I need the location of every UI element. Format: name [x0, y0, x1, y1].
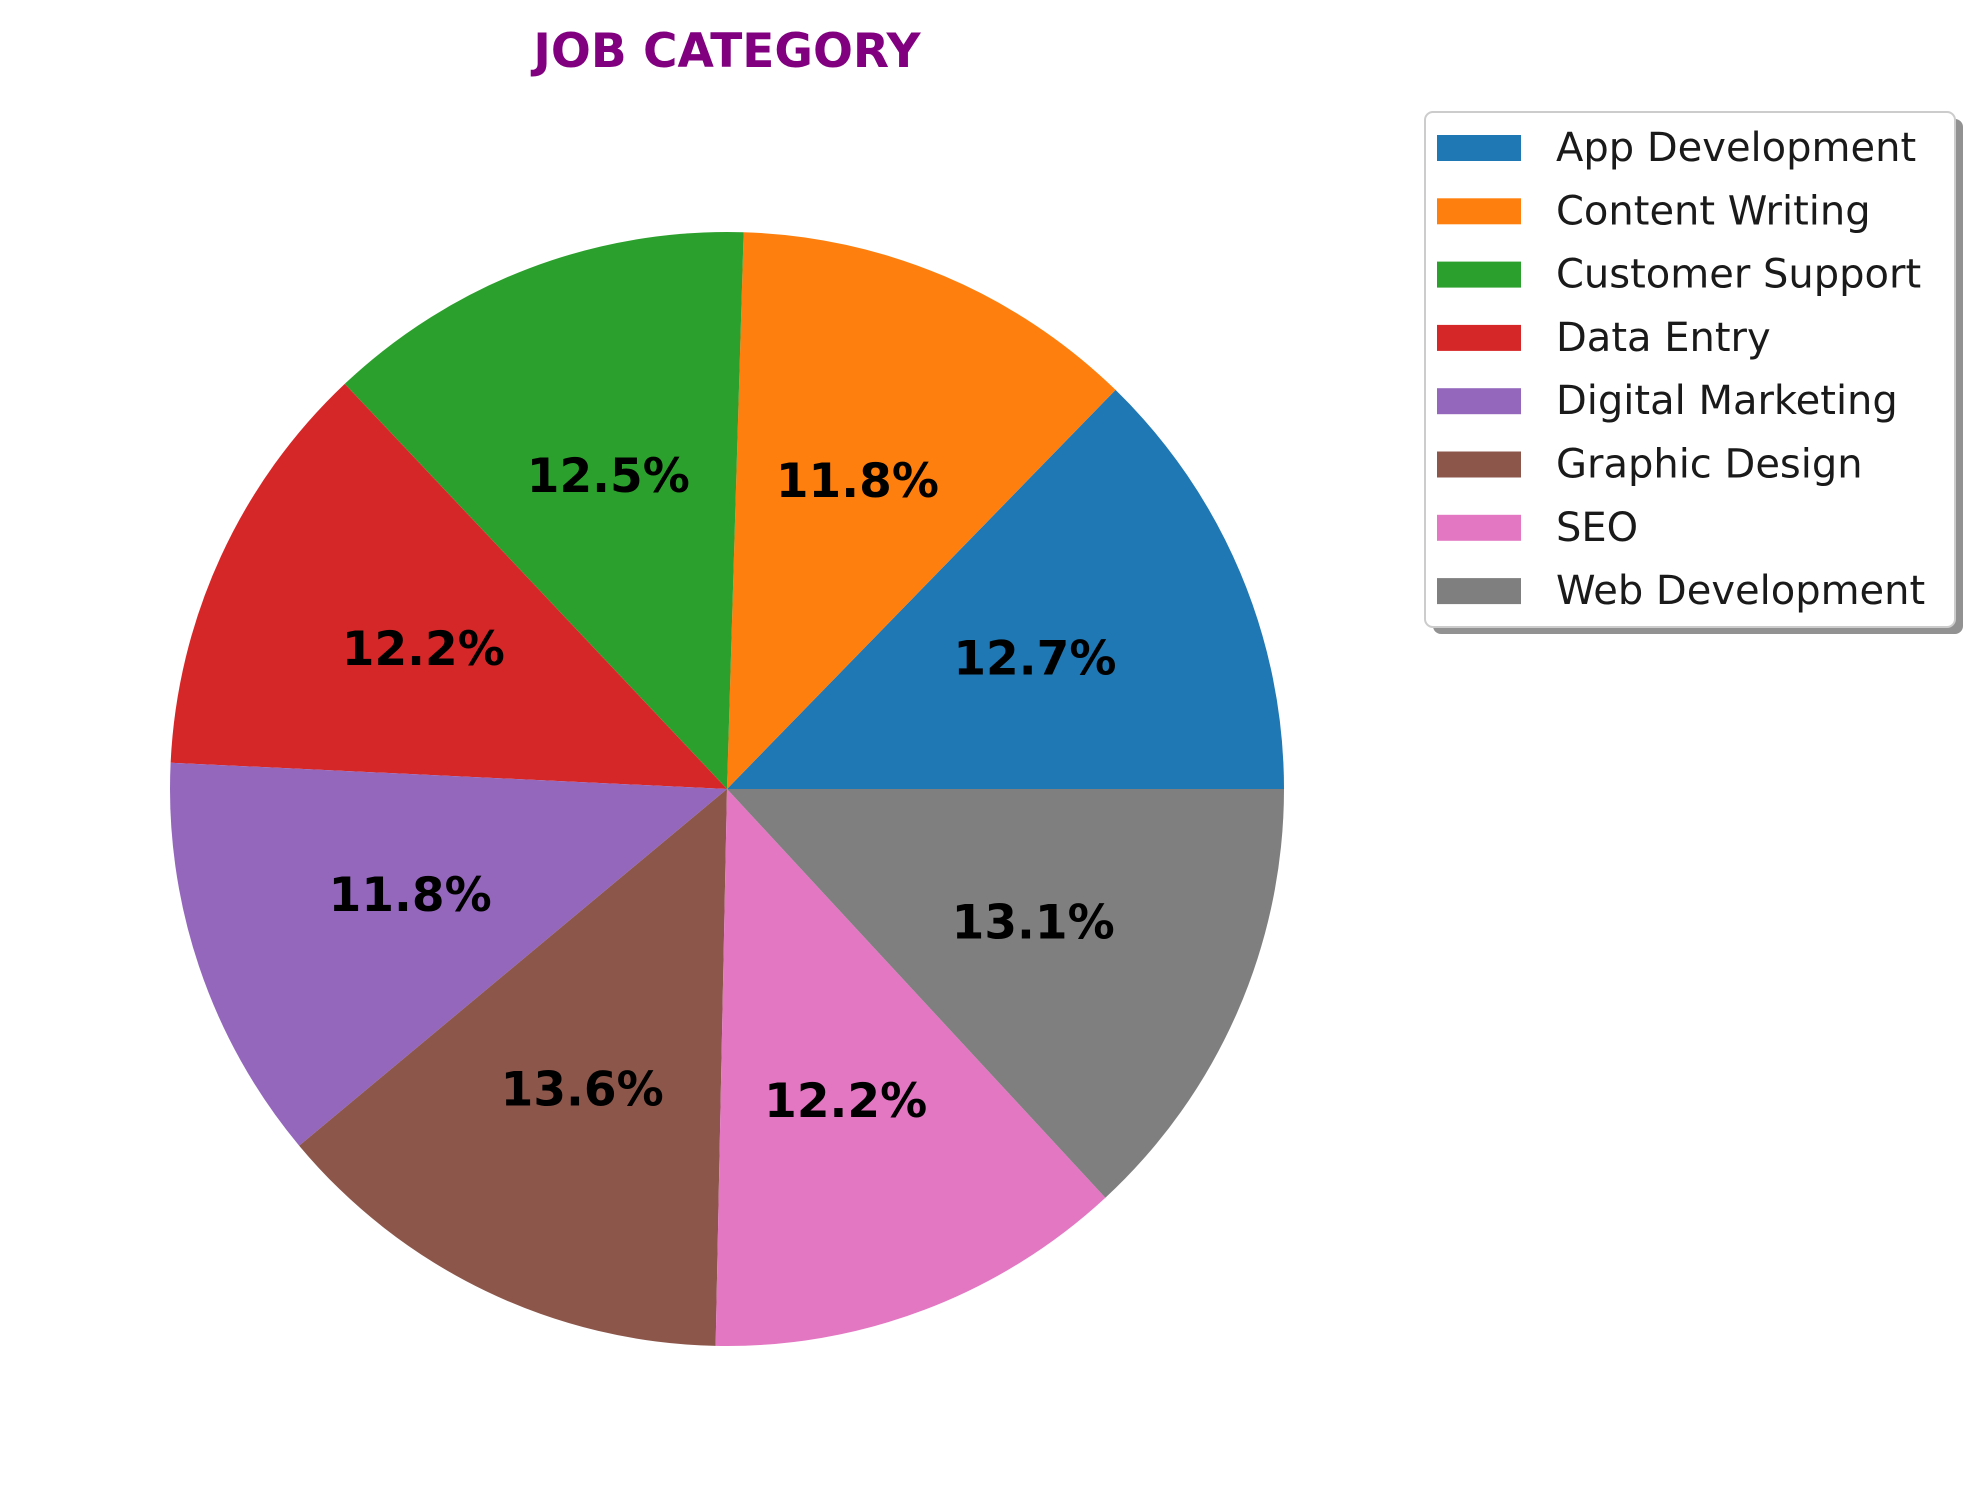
legend-swatch	[1437, 578, 1521, 605]
legend-label: App Development	[1556, 125, 1916, 171]
percent-label: 12.2%	[764, 1074, 927, 1129]
pie-slice-web-development	[727, 789, 1284, 1198]
percent-label: 11.8%	[329, 868, 492, 923]
legend-swatch	[1437, 198, 1521, 225]
legend-box	[1424, 111, 1956, 628]
pie-slice-app-development	[727, 389, 1284, 789]
pie-slice-graphic-design	[299, 789, 727, 1346]
legend-label: Data Entry	[1556, 315, 1771, 361]
legend-label: Customer Support	[1556, 252, 1921, 298]
legend-swatch	[1437, 261, 1521, 288]
legend-swatch	[1437, 388, 1521, 415]
legend-label: Graphic Design	[1556, 442, 1863, 488]
legend-label: SEO	[1556, 505, 1638, 551]
percent-label: 13.6%	[501, 1063, 664, 1118]
pie-slices	[170, 232, 1284, 1346]
legend-label: Digital Marketing	[1556, 378, 1898, 424]
legend-label: Web Development	[1556, 568, 1925, 614]
percent-label: 13.1%	[952, 895, 1115, 950]
legend-label: Content Writing	[1556, 188, 1871, 234]
legend-swatch	[1437, 514, 1521, 541]
percent-label: 11.8%	[776, 454, 939, 509]
percent-label: 12.7%	[953, 632, 1116, 687]
pie-slice-content-writing	[727, 232, 1116, 789]
pie-percent-labels: 12.7% 11.8% 12.5% 12.2% 11.8% 13.6% 12.2% 13.1%	[329, 449, 1117, 1129]
percent-label: 12.2%	[342, 622, 505, 677]
percent-label: 12.5%	[527, 449, 690, 504]
pie-slice-data-entry	[170, 383, 727, 789]
legend: App Development Content Writing Customer S…	[1424, 111, 1963, 634]
pie-slice-customer-support	[344, 232, 744, 790]
legend-items: App Development Content Writing Customer S…	[1437, 125, 1925, 614]
legend-swatch	[1437, 451, 1521, 478]
pie-slice-seo	[715, 789, 1106, 1346]
legend-swatch	[1437, 324, 1521, 351]
pie-slice-digital-marketing	[170, 762, 727, 1146]
chart-title: JOB CATEGORY	[530, 24, 921, 79]
legend-swatch	[1437, 135, 1521, 161]
